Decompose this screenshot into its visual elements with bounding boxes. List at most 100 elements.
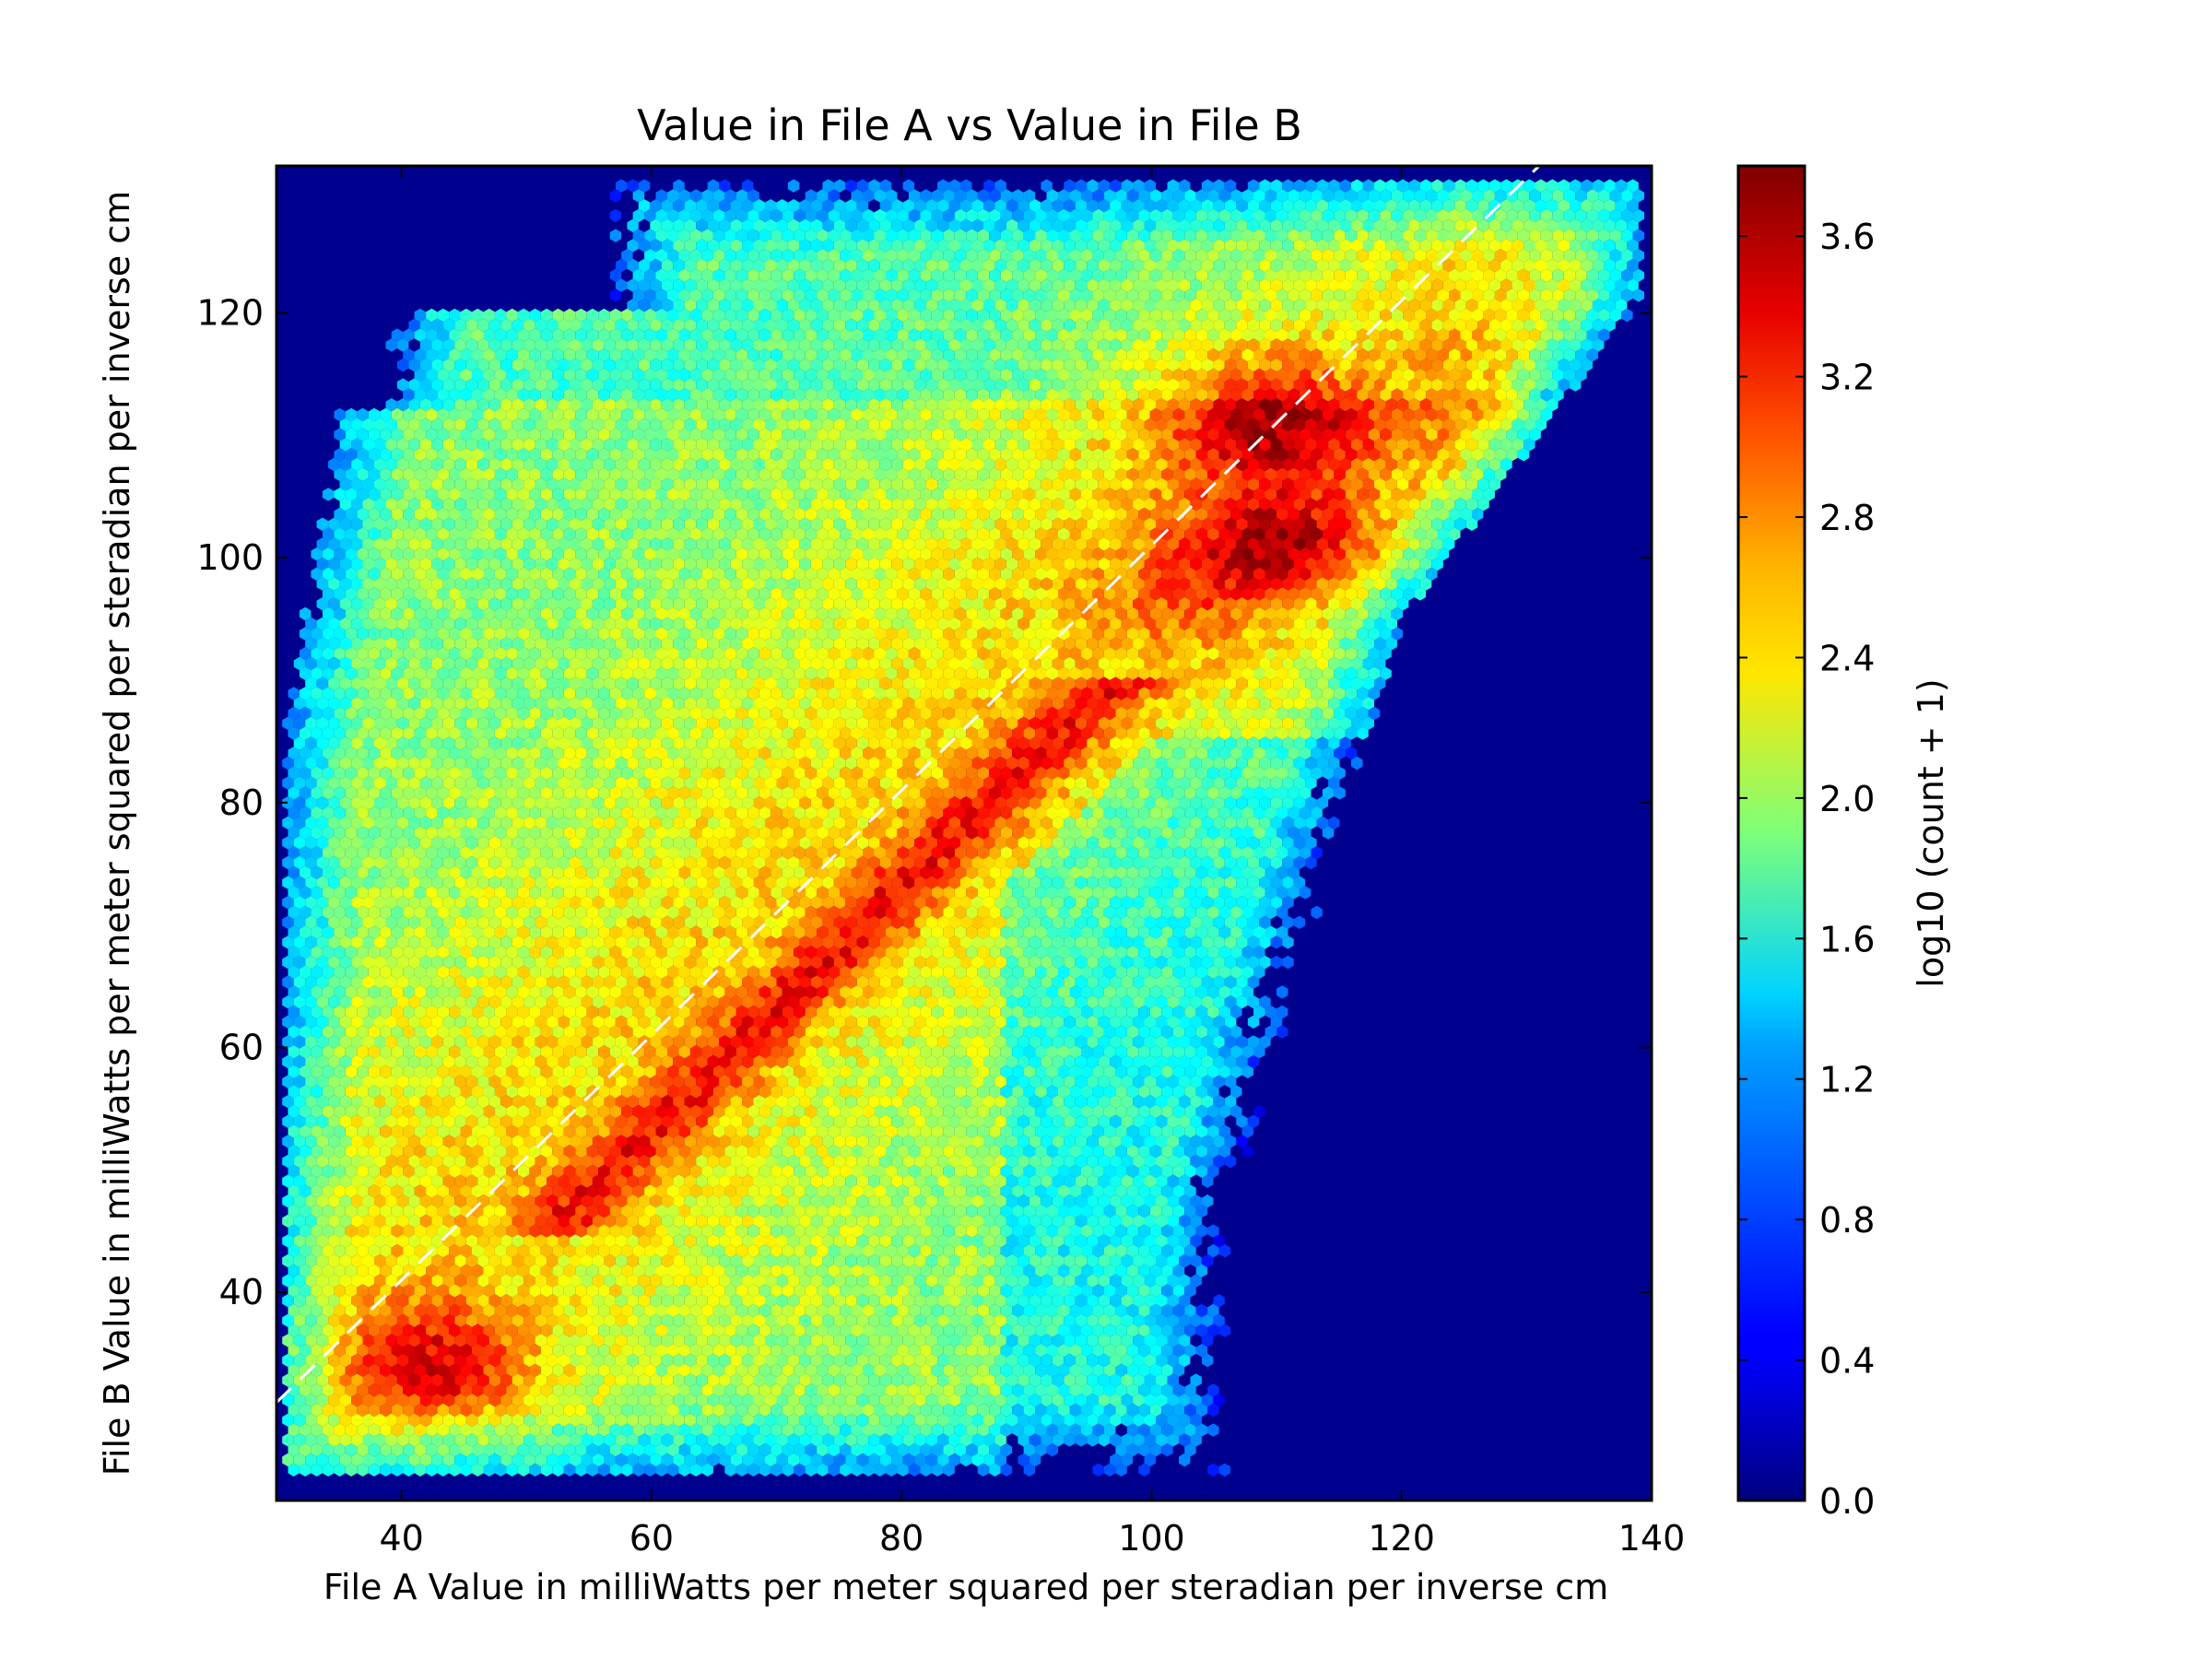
hex-cell [1414, 208, 1427, 223]
hex-cell [719, 179, 731, 193]
hex-cell [1408, 239, 1420, 253]
hex-cell [1604, 258, 1616, 273]
hex-cell [1535, 199, 1547, 213]
hex-cell [1563, 229, 1576, 242]
hex-cell [845, 218, 857, 232]
hex-cell [1207, 249, 1219, 263]
hex-cell [1277, 208, 1288, 223]
hex-cell [678, 208, 690, 223]
hex-cell [661, 278, 674, 292]
hex-cell [1247, 278, 1260, 292]
hex-cell [1201, 179, 1214, 193]
hex-cell [1133, 199, 1145, 213]
hex-cell [845, 199, 857, 213]
hex-cell [937, 218, 949, 232]
hex-cell [1241, 268, 1253, 282]
hex-cell [621, 249, 633, 263]
hex-cell [840, 229, 852, 242]
hex-cell [1075, 218, 1088, 232]
hex-cell [1018, 218, 1030, 232]
hex-cell [1431, 278, 1443, 292]
hex-cell [1311, 268, 1323, 282]
hex-cell [1253, 268, 1265, 282]
hex-cell [1316, 199, 1329, 213]
hex-cell [1609, 268, 1622, 282]
hex-cell [954, 189, 967, 203]
hex-cell [851, 229, 863, 242]
hex-cell [1334, 268, 1346, 282]
hexbin-cells [282, 179, 1644, 1477]
hex-cell [1426, 229, 1438, 242]
hex-cell [1236, 258, 1248, 273]
hex-cell [696, 218, 708, 232]
hex-cell [1282, 199, 1294, 213]
hex-cell [1311, 229, 1323, 242]
hex-cell [689, 288, 702, 302]
hex-cell [931, 229, 944, 242]
hex-cell [1224, 278, 1237, 292]
hex-cell [908, 249, 921, 263]
hex-cell [954, 229, 967, 242]
hex-cell [897, 229, 909, 242]
hex-cell [771, 208, 782, 223]
hex-cell [1247, 218, 1260, 232]
hex-cell [1403, 189, 1415, 203]
hex-cell [1069, 268, 1081, 282]
hex-cell [863, 229, 875, 242]
hex-cell [667, 229, 679, 242]
hex-cell [1621, 268, 1633, 282]
hex-cell [627, 239, 639, 253]
hex-cell [1293, 239, 1306, 253]
hex-cell [1241, 189, 1253, 203]
hex-cell [742, 239, 754, 253]
hex-cell [735, 249, 748, 263]
hex-cell [1172, 249, 1185, 263]
hex-cell [879, 199, 892, 213]
hex-cell [1041, 258, 1053, 273]
hex-cell [1023, 208, 1036, 223]
hex-cell [868, 239, 880, 253]
hex-cell [661, 199, 674, 213]
hex-cell [1190, 218, 1202, 232]
hex-cell [1419, 258, 1432, 273]
hex-cell [886, 229, 898, 242]
hex-cell [1195, 249, 1208, 263]
hex-cell [1328, 258, 1340, 273]
hex-cell [730, 218, 743, 232]
hex-cell [914, 258, 926, 273]
hex-cell [1156, 278, 1168, 292]
hex-cell [1207, 189, 1219, 203]
hex-cell [673, 199, 685, 213]
hex-cell [1609, 229, 1622, 242]
hex-cell [902, 218, 915, 232]
hex-cell [1524, 218, 1535, 232]
hex-cell [989, 249, 1001, 263]
hex-cell [794, 249, 806, 263]
hex-cell [817, 229, 829, 242]
hex-cell [1046, 208, 1058, 223]
hex-cell [1396, 258, 1409, 273]
hex-cell [1270, 278, 1283, 292]
hex-cell [1236, 239, 1248, 253]
hex-cell [765, 239, 777, 253]
hex-cell [960, 278, 972, 292]
hex-cell [1149, 189, 1162, 203]
hex-cell [1121, 258, 1134, 273]
hex-cell [1052, 278, 1065, 292]
hex-cell [1408, 199, 1420, 213]
hex-cell [1052, 199, 1065, 213]
hex-cell [787, 239, 800, 253]
hex-cell [1000, 229, 1013, 242]
hex-cell [1575, 208, 1587, 223]
hex-cell [879, 218, 892, 232]
hex-cell [1472, 229, 1484, 242]
hex-cell [615, 278, 628, 292]
hex-cell [655, 208, 667, 223]
hex-cell [724, 268, 736, 282]
hex-cell [1322, 229, 1335, 242]
hex-cell [1115, 208, 1127, 223]
hex-cell [1092, 208, 1104, 223]
hex-cell [1391, 229, 1404, 242]
hex-cell [856, 218, 869, 232]
hex-cell [1167, 278, 1179, 292]
